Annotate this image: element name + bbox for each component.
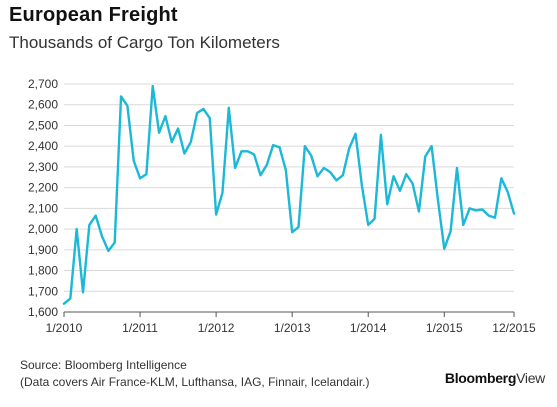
x-tick-label: 1/2013 bbox=[274, 321, 311, 335]
y-tick-label: 1,600 bbox=[28, 305, 58, 319]
x-tick-label: 1/2010 bbox=[46, 321, 83, 335]
y-tick-label: 1,800 bbox=[28, 264, 58, 278]
x-tick-label: 1/2011 bbox=[122, 321, 158, 335]
y-tick-label: 2,100 bbox=[28, 201, 58, 215]
chart-title: European Freight bbox=[9, 4, 178, 26]
plot-area bbox=[62, 84, 516, 305]
y-tick-label: 2,700 bbox=[28, 77, 58, 91]
grid-lines bbox=[64, 83, 514, 313]
source-line-2: (Data covers Air France-KLM, Lufthansa, … bbox=[20, 375, 370, 389]
chart-subtitle: Thousands of Cargo Ton Kilometers bbox=[9, 33, 280, 52]
x-tick-label: 1/2014 bbox=[350, 321, 387, 335]
y-tick-label: 1,900 bbox=[28, 243, 58, 257]
y-tick-label: 2,400 bbox=[28, 139, 58, 153]
source-line-1: Source: Bloomberg Intelligence bbox=[20, 358, 187, 372]
x-axis: 1/2010 1/2011 1/2012 1/2013 1/2014 1/2015 12/2… bbox=[46, 311, 536, 335]
brand-light: View bbox=[516, 370, 545, 386]
source-note: Source: Bloomberg Intelligence (Data cov… bbox=[20, 357, 369, 391]
y-axis: 1,600 1,700 1,800 1,900 2,000 2,100 2,200 2,300… bbox=[28, 77, 58, 319]
y-tick-label: 1,700 bbox=[28, 284, 58, 298]
y-tick-label: 2,000 bbox=[28, 222, 58, 236]
brand-bold: Bloomberg bbox=[444, 370, 517, 386]
y-tick-label: 2,600 bbox=[28, 98, 58, 112]
x-tick-label: 12/2015 bbox=[492, 321, 536, 335]
x-tick-label: 1/2012 bbox=[198, 321, 235, 335]
bloomberg-view-logo: BloombergView bbox=[445, 370, 545, 386]
y-tick-label: 2,200 bbox=[28, 181, 58, 195]
series-line bbox=[62, 84, 516, 305]
y-tick-label: 2,300 bbox=[28, 160, 58, 174]
y-tick-label: 2,500 bbox=[28, 118, 58, 132]
x-tick-label: 1/2015 bbox=[426, 321, 463, 335]
